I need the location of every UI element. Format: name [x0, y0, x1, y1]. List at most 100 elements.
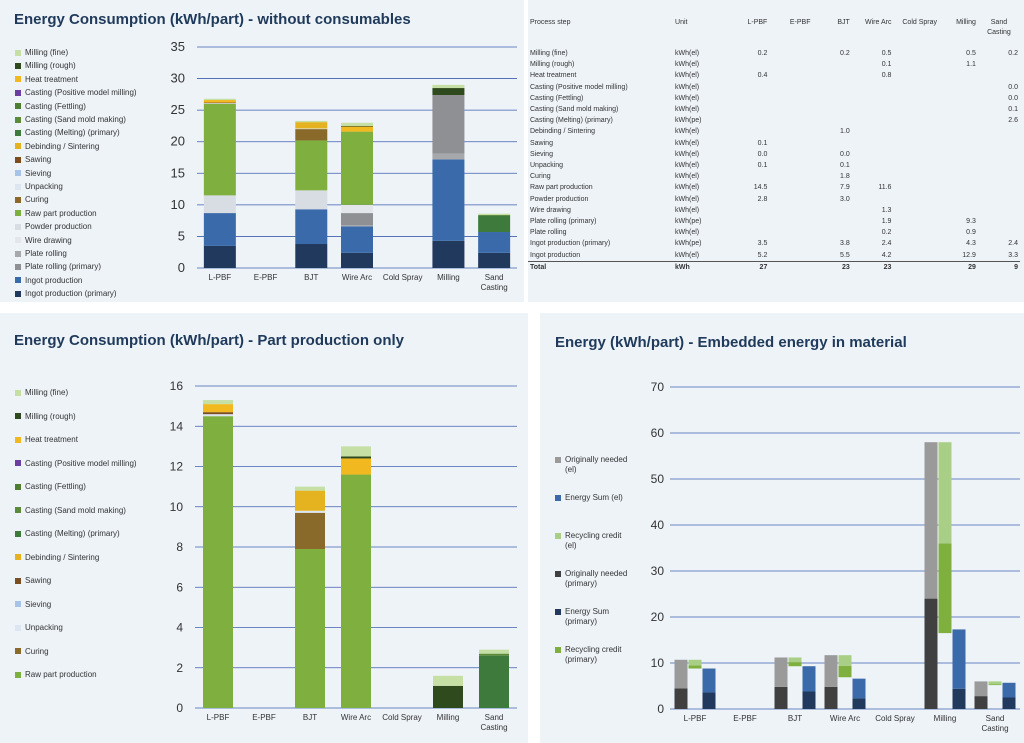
legend-label: Milling (rough) [25, 411, 76, 421]
legend-swatch [15, 103, 21, 110]
legend-item-sawing: Sawing [15, 155, 51, 164]
table-cell [939, 82, 978, 93]
legend-item-casting-fettling: Casting (Fettling) [15, 482, 86, 491]
bar-recycling-credit-el [688, 659, 702, 666]
legend-swatch [15, 196, 21, 203]
panel4-chart: 0 10 20 30 40 50 60 70 L-PBF E-PBF BJT Wire Arc Cold… [651, 380, 1020, 733]
table-cell [893, 48, 939, 59]
table-cell: 2.4 [881, 240, 892, 248]
table-cell [939, 93, 978, 104]
table-cell: 0.0 [1008, 94, 1018, 102]
table-cell [939, 126, 978, 137]
table-cell [893, 104, 939, 115]
table-row: Powder production kWh(el) 2.8 3.0 [528, 194, 1020, 205]
table-row: Sawing kWh(el) 0.1 [528, 138, 1020, 149]
legend-swatch [15, 250, 21, 257]
table-cell: kWh(el) [675, 162, 700, 170]
x-tick-label: BJT [788, 714, 802, 723]
bar-segment-milling-fine [295, 120, 328, 123]
table-cell [769, 104, 812, 115]
legend-label: Unpacking [25, 182, 63, 191]
legend-label: Originally needed (primary) [565, 569, 628, 588]
table-cell [723, 82, 769, 93]
table-total-cell: kWh [673, 260, 723, 274]
table-cell: 2.4 [1008, 240, 1018, 248]
legend-swatch [15, 76, 21, 83]
bar-segment-milling-fine [203, 400, 233, 405]
table-cell [893, 82, 939, 93]
bar-segment-ingot-production-primary [341, 252, 373, 268]
bar-originally-needed-primary [674, 688, 688, 709]
legend-item-casting-melting-primary: Casting (Melting) (primary) [15, 128, 120, 137]
x-tick-label: L-PBF [684, 714, 707, 723]
legend-label: Milling (rough) [25, 61, 76, 71]
table-cell: kWh(el) [675, 128, 700, 136]
table-row: Ingot production kWh(el) 5.2 5.5 4.2 12.9 3.3 [528, 250, 1020, 262]
bar-originally-needed-el [824, 655, 838, 687]
bar-originally-needed-primary [974, 696, 988, 709]
table-cell [978, 70, 1020, 81]
table-cell: 2.8 [757, 195, 768, 203]
legend-label: Ingot production (primary) [25, 289, 117, 299]
table-cell: 0.8 [881, 72, 892, 80]
table-row: Casting (Fettling) kWh(el) 0.0 [528, 93, 1020, 104]
legend-item-originally-needed-el: Originally needed (el) [555, 455, 635, 475]
bar-energy-sum-el [852, 678, 866, 699]
table-cell [893, 138, 939, 149]
table-cell [813, 93, 852, 104]
table-cell: 1.8 [840, 173, 850, 181]
table-cell [852, 194, 894, 205]
table-cell: kWh(el) [675, 184, 700, 192]
legend-label: Originally needed (el) [565, 455, 628, 474]
table-cell [978, 59, 1020, 70]
table-row: Wire drawing kWh(el) 1.3 [528, 205, 1020, 216]
bar-energy-sum-el [952, 629, 966, 689]
table-cell: kWh(el) [675, 106, 700, 114]
bar-segment-plate-rolling [432, 153, 465, 160]
legend-swatch [15, 223, 21, 230]
table-row: Heat treatment kWh(el) 0.4 0.8 [528, 70, 1020, 81]
table-cell [893, 149, 939, 160]
bar-energy-sum-el [702, 668, 716, 693]
table-cell: Plate rolling (primary) [530, 218, 597, 226]
bar-segment-ingot-production-primary [295, 244, 328, 268]
panel3-title: Energy Consumption (kWh/part) - Part pro… [14, 332, 404, 349]
legend-item-unpacking: Unpacking [15, 623, 63, 632]
legend-swatch [15, 389, 21, 396]
table-cell [769, 216, 812, 227]
y-tick-label: 16 [170, 379, 184, 393]
table-cell: Ingot production [530, 251, 581, 259]
table-cell [893, 115, 939, 126]
x-tick-label: E-PBF [733, 714, 757, 723]
table-cell: kWh(el) [675, 229, 700, 237]
legend-label: Milling (fine) [25, 388, 69, 397]
table-cell: 3.8 [840, 240, 850, 248]
table-cell: Milling (fine) [530, 50, 568, 57]
bar-segment-casting-sand-mold-making [479, 653, 509, 656]
legend-item-unpacking: Unpacking [15, 182, 63, 191]
table-cell [769, 93, 812, 104]
bar-segment-milling-rough [433, 685, 463, 708]
table-cell [852, 126, 894, 137]
legend-swatch [555, 457, 561, 463]
y-tick-label: 25 [171, 102, 185, 117]
table-cell: kWh(pe) [675, 117, 702, 125]
bar-segment-milling-rough [432, 88, 465, 95]
x-tick-label: Sand [485, 713, 504, 722]
legend-swatch [555, 571, 561, 577]
y-tick-label: 20 [171, 134, 185, 149]
legend-label: Casting (Fettling) [25, 482, 86, 491]
table-cell: Plate rolling [530, 229, 567, 237]
x-tick-label: Wire Arc [341, 713, 371, 722]
y-tick-label: 20 [651, 610, 665, 624]
table-cell: Ingot production (primary) [530, 240, 611, 248]
bar-segment-milling-fine [433, 675, 463, 686]
legend-swatch [15, 290, 21, 297]
table-cell [893, 160, 939, 171]
table-cell: 0.5 [881, 50, 892, 57]
legend-swatch [15, 648, 21, 654]
legend-item-casting-fettling: Casting (Fettling) [15, 102, 86, 111]
legend-label: Casting (Fettling) [25, 101, 86, 111]
bar-segment-powder-production [295, 190, 328, 210]
table-cell [723, 205, 769, 216]
